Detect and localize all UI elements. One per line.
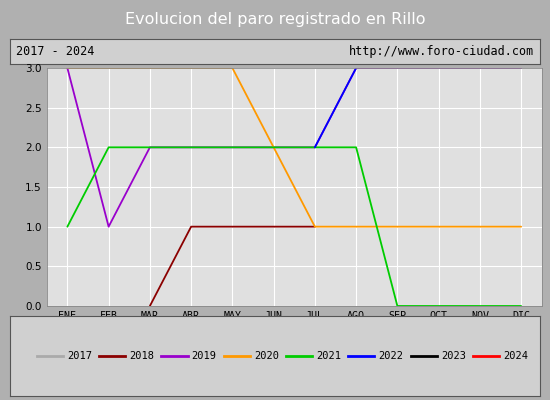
Text: Evolucion del paro registrado en Rillo: Evolucion del paro registrado en Rillo (125, 12, 425, 27)
Text: 2023: 2023 (441, 351, 466, 361)
Text: 2017: 2017 (67, 351, 92, 361)
Text: 2024: 2024 (503, 351, 528, 361)
Text: 2018: 2018 (129, 351, 155, 361)
Text: 2021: 2021 (316, 351, 341, 361)
Text: 2019: 2019 (191, 351, 217, 361)
Text: 2020: 2020 (254, 351, 279, 361)
Text: http://www.foro-ciudad.com: http://www.foro-ciudad.com (349, 45, 534, 58)
Text: 2022: 2022 (378, 351, 404, 361)
Text: 2017 - 2024: 2017 - 2024 (16, 45, 95, 58)
